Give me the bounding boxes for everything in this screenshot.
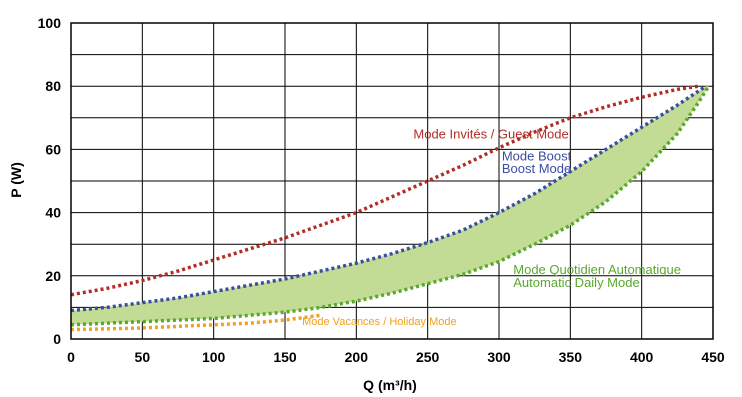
y-tick-label: 20 xyxy=(45,268,61,284)
y-tick-label: 100 xyxy=(38,15,62,31)
x-tick-label: 300 xyxy=(487,349,511,365)
daily-mode-band xyxy=(71,86,709,325)
annotation-label: Boost Mode xyxy=(502,161,571,176)
band-layer xyxy=(71,86,709,325)
y-tick-label: 60 xyxy=(45,141,61,157)
y-axis-label: P (W) xyxy=(8,162,24,198)
x-tick-label: 100 xyxy=(202,349,226,365)
y-tick-label: 80 xyxy=(45,78,61,94)
y-tick-labels: 0 20 40 60 80 100 xyxy=(38,15,62,347)
x-tick-labels: 0 50 100 150 200 250 300 350 400 450 xyxy=(67,349,725,365)
annotations: Mode Invités / Guest Mode Mode BoostBoost… xyxy=(302,126,681,327)
x-tick-label: 250 xyxy=(416,349,440,365)
series-line-0 xyxy=(70,84,699,297)
plot-frame xyxy=(70,22,714,340)
y-tick-label: 0 xyxy=(53,331,61,347)
annotation-label: Automatic Daily Mode xyxy=(513,275,639,290)
x-axis-label: Q (m³/h) xyxy=(363,377,417,393)
x-tick-label: 400 xyxy=(630,349,654,365)
annotation-label: Mode Boost xyxy=(502,148,572,163)
x-tick-label: 450 xyxy=(701,349,725,365)
frame-layer xyxy=(70,22,714,340)
x-tick-label: 150 xyxy=(273,349,297,365)
annotation-label: Mode Quotidien Automatique xyxy=(513,262,681,277)
series-line-2 xyxy=(70,85,711,327)
annotation-label: Mode Invités / Guest Mode xyxy=(413,126,568,141)
annotation-label: Mode Vacances / Holiday Mode xyxy=(302,316,457,328)
x-tick-label: 0 xyxy=(67,349,75,365)
x-tick-label: 50 xyxy=(135,349,151,365)
series-layer xyxy=(70,84,711,332)
series-line-1 xyxy=(70,84,707,313)
x-tick-label: 350 xyxy=(559,349,583,365)
y-tick-label: 40 xyxy=(45,205,61,221)
x-tick-label: 200 xyxy=(345,349,369,365)
